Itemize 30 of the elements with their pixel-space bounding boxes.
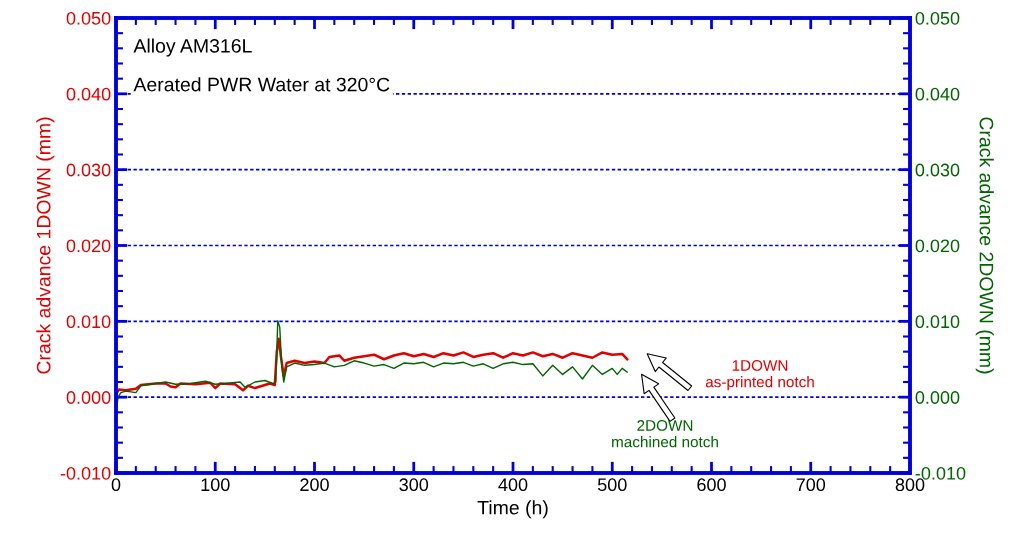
x-tick-label: 400	[498, 478, 528, 492]
y2-tick-label: 0.020	[915, 239, 960, 253]
annotation: Aerated PWR Water at 320°C	[133, 77, 390, 92]
y-tick-label: -0.010	[60, 466, 111, 480]
y-tick-label: 0.030	[66, 163, 111, 177]
x-tick-label: 0	[111, 478, 121, 492]
y2-axis-title: Crack advance 2DOWN (mm)	[975, 117, 994, 374]
annotation: 2DOWN machined notch	[612, 420, 718, 448]
x-tick-label: 600	[697, 478, 726, 492]
x-tick-label: 100	[201, 478, 230, 492]
y-tick-label: 0.050	[66, 11, 111, 25]
y2-tick-label: -0.010	[915, 466, 966, 480]
x-tick-label: 200	[300, 478, 329, 492]
annotation: 1DOWN as-printed notch	[705, 360, 814, 391]
x-tick-label: 300	[399, 478, 429, 492]
x-tick-label: 800	[895, 478, 925, 492]
y-tick-label: 0.010	[66, 315, 111, 329]
y2-tick-label: 0.030	[915, 163, 960, 177]
y-tick-label: 0.040	[66, 87, 111, 101]
y2-tick-label: 0.000	[915, 391, 960, 404]
x-axis-title: Time (h)	[477, 500, 548, 519]
y2-tick-label: 0.010	[915, 315, 960, 329]
y-tick-label: 0.020	[66, 239, 111, 253]
y2-tick-label: 0.050	[915, 11, 960, 25]
y-axis-title: Crack advance 1DOWN (mm)	[36, 117, 55, 374]
annotation: Alloy AM316L	[133, 38, 252, 57]
y-tick-label: 0.000	[66, 391, 111, 404]
x-tick-label: 700	[796, 478, 826, 492]
y2-tick-label: 0.040	[915, 87, 960, 101]
x-tick-label: 500	[597, 478, 627, 492]
